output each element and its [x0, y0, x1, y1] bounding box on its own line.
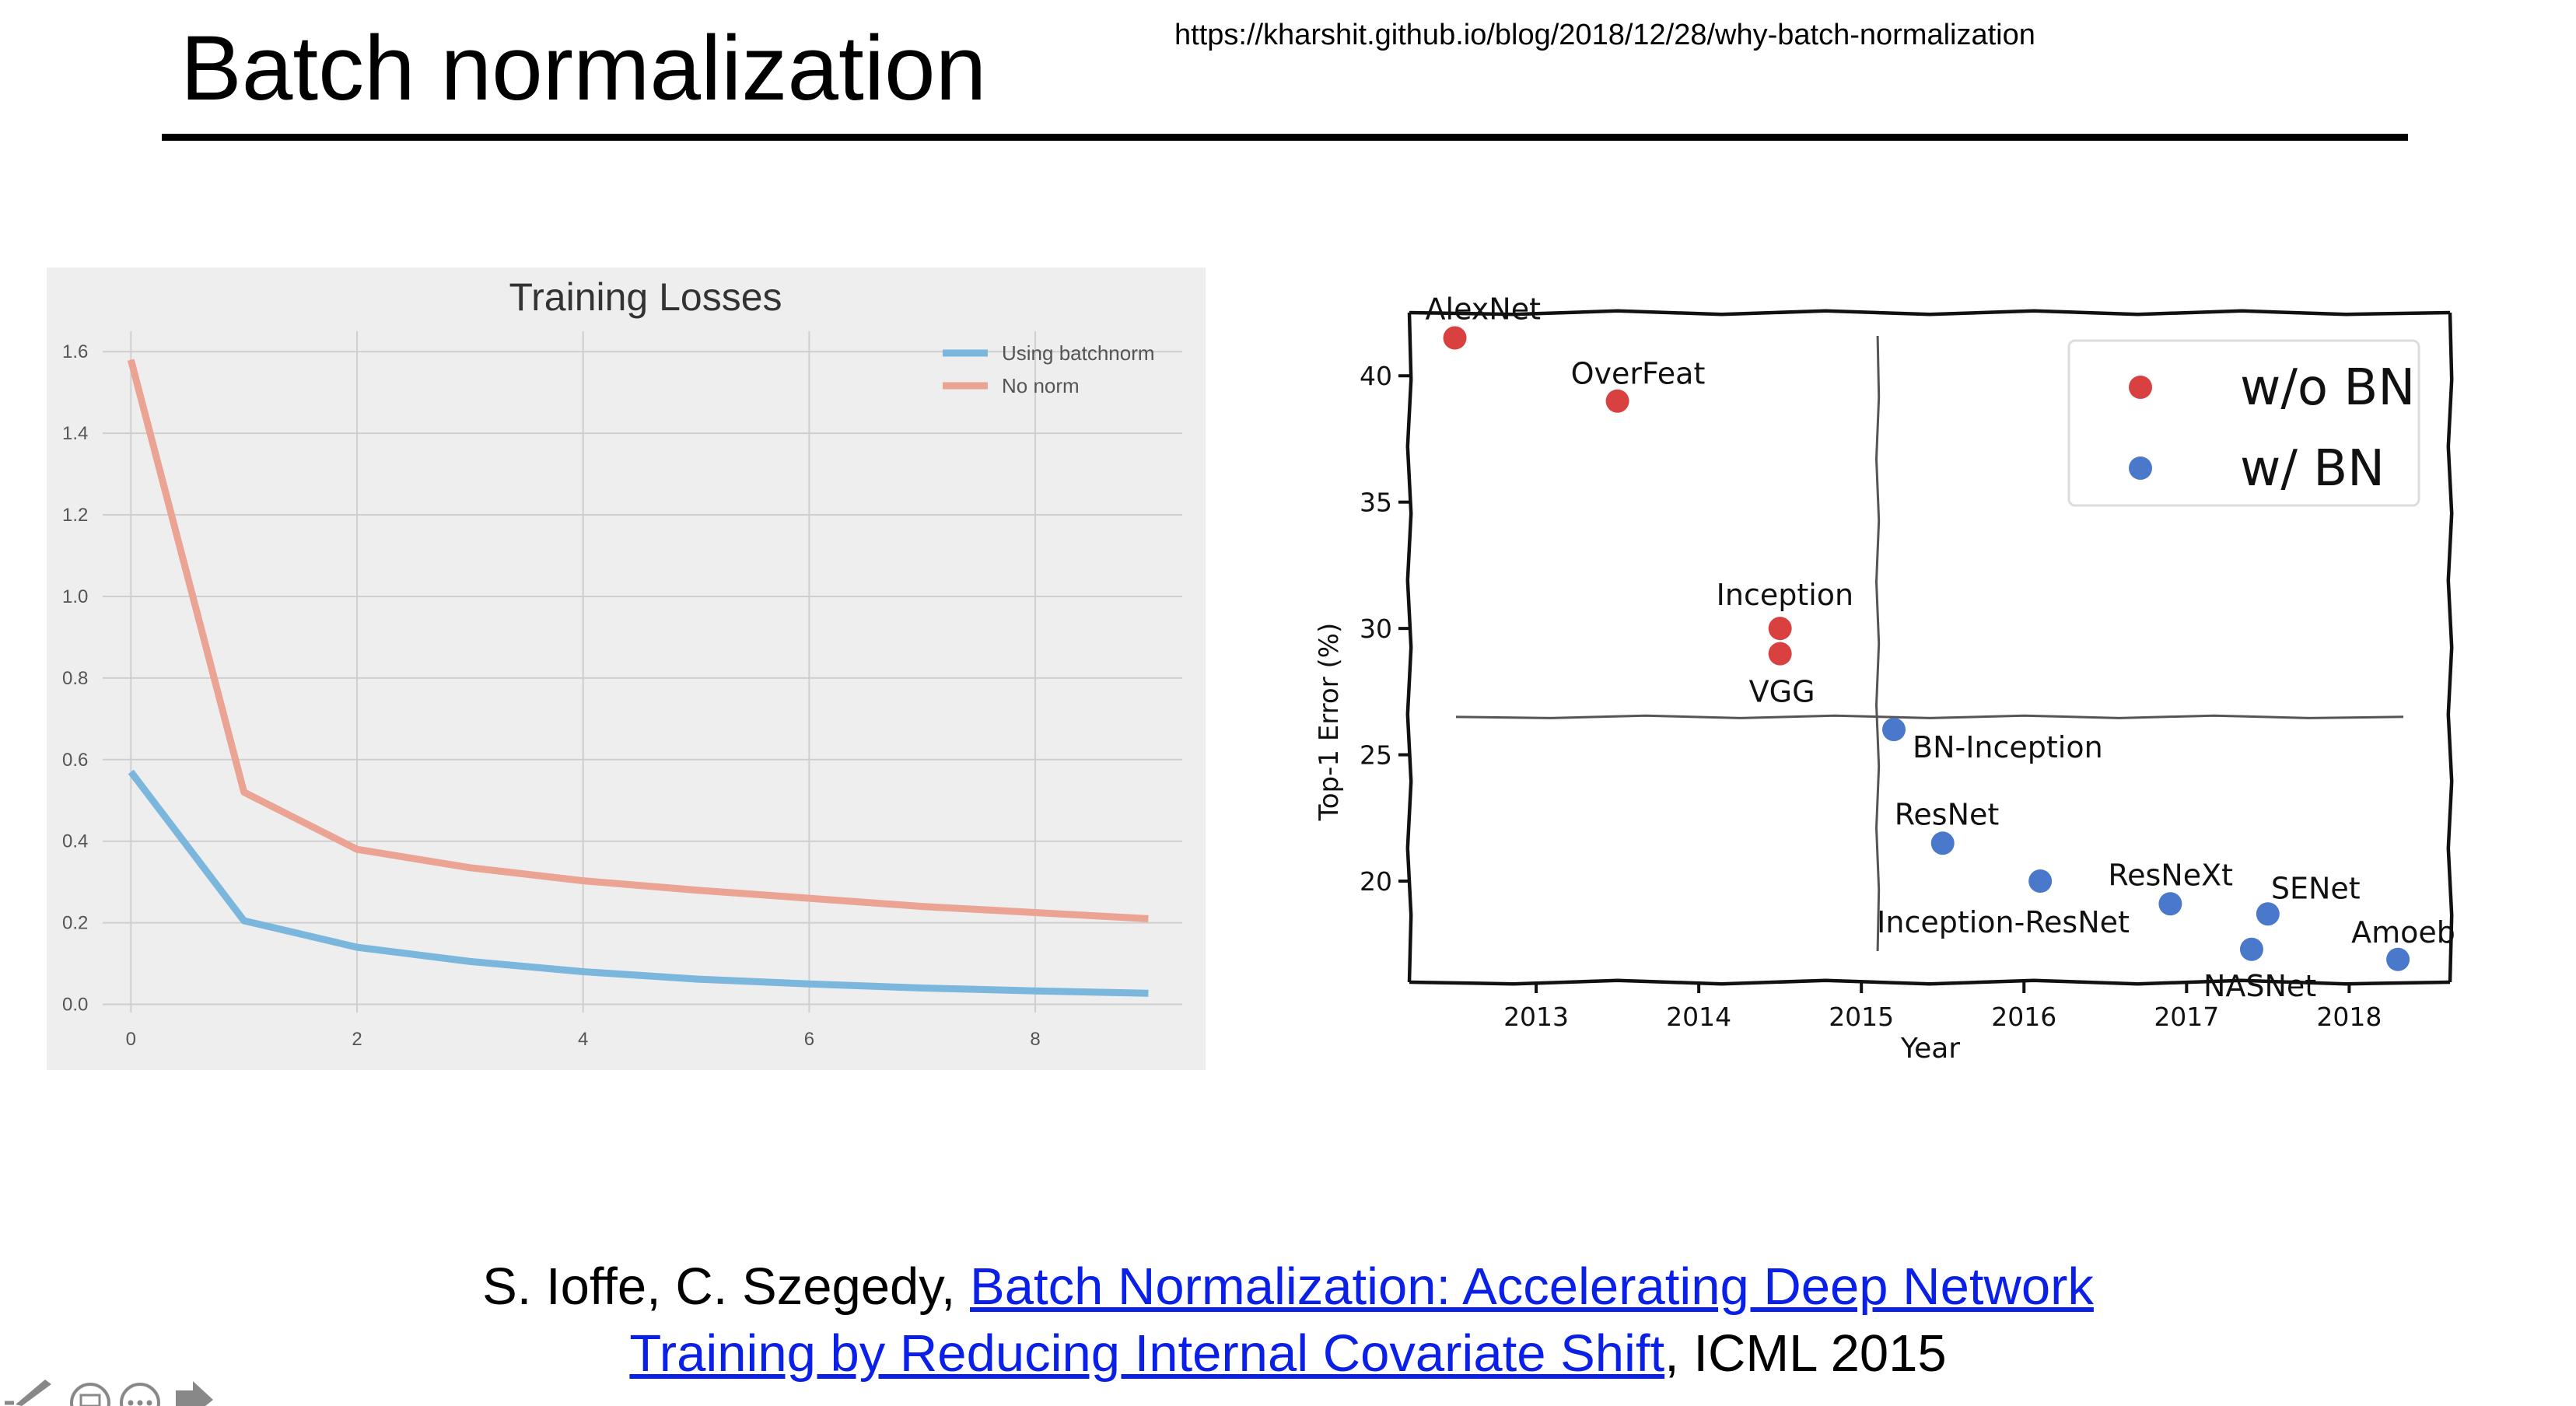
err-horizontal-divider	[1455, 714, 2404, 719]
err-legend-label: w/o BN	[2240, 359, 2415, 417]
loss-y-tick-label: 0.4	[62, 831, 88, 852]
loss-y-tick-label: 0.0	[62, 995, 88, 1016]
err-data-point	[1443, 326, 1467, 350]
loss-legend-label: No norm	[1002, 374, 1080, 397]
err-data-point	[1605, 389, 1629, 413]
err-legend-box	[2067, 339, 2420, 507]
err-vertical-divider	[1874, 335, 1881, 952]
err-frame-edge	[1409, 978, 2451, 986]
err-frame-edge	[1409, 309, 2451, 317]
loss-x-tick-label: 0	[126, 1029, 136, 1050]
err-point-label: BN-Inception	[1913, 730, 2103, 764]
err-data-point	[1882, 718, 1906, 742]
loss-y-tick-label: 1.4	[62, 423, 88, 444]
loss-chart-title: Training Losses	[509, 275, 782, 319]
err-legend: w/o BN w/ BN	[2067, 339, 2420, 507]
err-y-tick-label: 20	[1360, 866, 1392, 897]
loss-y-tick-label: 0.8	[62, 668, 88, 689]
err-data-point	[2028, 869, 2053, 894]
training-losses-chart: 0.0 0.2 0.4 0.6 0.8 1.0 1.2 1.4 1.6 0 2 4 6 8 Trainin…	[47, 268, 1206, 1070]
err-data-point	[1768, 642, 1792, 666]
err-frame-edge	[1405, 312, 1413, 983]
err-legend-marker	[2129, 456, 2152, 480]
err-point-label: Amoeb	[2351, 915, 2455, 950]
loss-x-tick-label: 2	[352, 1029, 362, 1050]
slides-icon[interactable]	[70, 1383, 110, 1406]
err-data-point	[2239, 937, 2263, 961]
err-data-point	[1930, 831, 1955, 855]
err-x-tick-label: 2014	[1666, 1002, 1731, 1032]
paper-link-line2[interactable]: Training by Reducing Internal Covariate …	[629, 1324, 1665, 1383]
err-y-axis-label: Top-1 Error (%)	[1314, 623, 1345, 822]
err-x-tick-label: 2017	[2154, 1002, 2219, 1032]
err-data-point	[1768, 617, 1792, 641]
paper-link-line1[interactable]: Batch Normalization: Accelerating Deep N…	[970, 1257, 2094, 1316]
err-x-axis-label: Year	[1900, 1033, 1960, 1065]
loss-y-tick-label: 1.0	[62, 586, 88, 607]
loss-chart-background	[47, 268, 1206, 1070]
presentation-toolbar	[5, 1380, 213, 1406]
err-y-tick-label: 25	[1360, 740, 1392, 771]
title-divider	[162, 134, 2408, 141]
pen-icon[interactable]	[5, 1380, 51, 1406]
loss-y-tick-label: 1.6	[62, 341, 88, 362]
loss-series-line	[127, 358, 1149, 922]
loss-x-tick-label: 6	[804, 1029, 814, 1050]
err-legend-label: w/ BN	[2240, 440, 2385, 498]
loss-y-tick-label: 1.2	[62, 505, 88, 526]
err-point-label: Inception	[1717, 578, 1853, 612]
err-point-label: SENet	[2271, 871, 2361, 905]
forward-arrow-icon[interactable]	[176, 1381, 213, 1406]
err-y-tick-label: 40	[1360, 361, 1392, 391]
more-options-icon[interactable]	[120, 1383, 160, 1406]
loss-legend: Using batchnorm No norm	[943, 341, 1155, 397]
loss-x-tick-label: 4	[578, 1029, 588, 1050]
err-data-point	[2158, 892, 2182, 916]
loss-y-tick-label: 0.2	[62, 913, 88, 934]
err-point-label: ResNet	[1895, 797, 2000, 831]
err-y-tick-label: 30	[1360, 614, 1392, 644]
citation-venue: , ICML 2015	[1664, 1324, 1947, 1383]
loss-y-tick-label: 0.6	[62, 750, 88, 771]
err-frame-edge	[2446, 312, 2454, 983]
citation: S. Ioffe, C. Szegedy, Batch Normalizatio…	[0, 1254, 2576, 1387]
source-url: https://kharshit.github.io/blog/2018/12/…	[1174, 19, 2035, 51]
err-x-tick-label: 2013	[1503, 1002, 1569, 1032]
err-x-tick-label: 2015	[1829, 1002, 1894, 1032]
err-point-label: ResNeXt	[2108, 858, 2233, 892]
loss-legend-label: Using batchnorm	[1002, 341, 1155, 365]
err-point-label: AlexNet	[1426, 292, 1541, 326]
err-data-point	[2386, 947, 2410, 971]
err-point-label: Inception-ResNet	[1877, 905, 2130, 939]
citation-authors: S. Ioffe, C. Szegedy,	[482, 1257, 971, 1316]
err-point-label: OverFeat	[1571, 357, 1706, 391]
loss-series-line	[128, 769, 1149, 997]
err-x-tick-label: 2016	[1991, 1002, 2056, 1032]
slide-title: Batch normalization	[180, 17, 987, 120]
err-point-label: VGG	[1749, 675, 1815, 709]
top1-error-chart: 20 25 30 35 40 2013 2014 2015 2016 2017 2018 AlexN…	[1314, 292, 2455, 1065]
err-legend-marker	[2129, 376, 2152, 399]
err-data-point	[2256, 902, 2280, 926]
err-point-label: NASNet	[2203, 969, 2316, 1003]
err-x-tick-label: 2018	[2316, 1002, 2382, 1032]
loss-x-tick-label: 8	[1030, 1029, 1040, 1050]
err-y-tick-label: 35	[1360, 488, 1392, 518]
